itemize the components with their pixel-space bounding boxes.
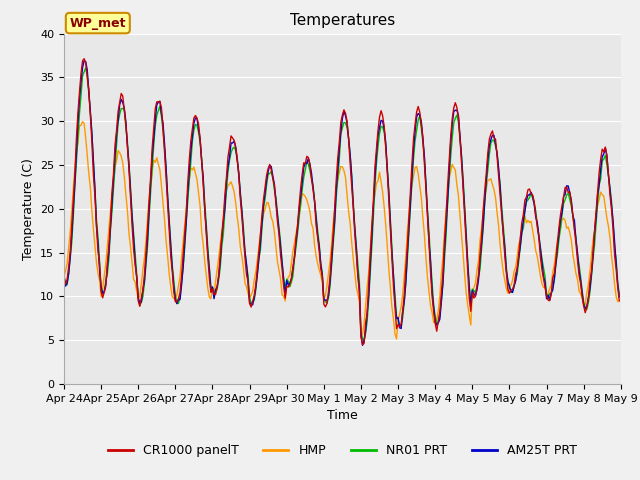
- CR1000 panelT: [616, 298, 623, 303]
- CR1000 panelT: [588, 269, 595, 275]
- HMP: [130, 276, 138, 282]
- NR01 PRT: [130, 231, 138, 237]
- Text: WP_met: WP_met: [70, 17, 126, 30]
- AM25T PRT: [358, 342, 366, 348]
- Title: Temperatures: Temperatures: [290, 13, 395, 28]
- CR1000 panelT: [227, 133, 235, 139]
- CR1000 panelT: [80, 56, 88, 61]
- AM25T PRT: [130, 235, 138, 241]
- NR01 PRT: [255, 256, 263, 262]
- Y-axis label: Temperature (C): Temperature (C): [22, 158, 35, 260]
- AM25T PRT: [305, 156, 312, 161]
- CR1000 panelT: [246, 301, 253, 307]
- CR1000 panelT: [305, 155, 312, 160]
- Legend: CR1000 panelT, HMP, NR01 PRT, AM25T PRT: CR1000 panelT, HMP, NR01 PRT, AM25T PRT: [102, 439, 582, 462]
- AM25T PRT: [588, 272, 595, 277]
- HMP: [393, 336, 401, 342]
- NR01 PRT: [588, 274, 595, 280]
- NR01 PRT: [60, 275, 68, 280]
- HMP: [255, 245, 263, 251]
- HMP: [588, 253, 595, 259]
- AM25T PRT: [60, 276, 68, 281]
- Line: NR01 PRT: NR01 PRT: [64, 68, 620, 341]
- HMP: [246, 295, 253, 301]
- HMP: [616, 299, 623, 304]
- NR01 PRT: [616, 291, 623, 297]
- Line: AM25T PRT: AM25T PRT: [64, 61, 620, 345]
- HMP: [79, 119, 86, 124]
- X-axis label: Time: Time: [327, 409, 358, 422]
- Line: CR1000 panelT: CR1000 panelT: [64, 59, 620, 345]
- NR01 PRT: [360, 338, 368, 344]
- HMP: [305, 203, 312, 208]
- AM25T PRT: [227, 140, 235, 146]
- AM25T PRT: [80, 58, 88, 64]
- AM25T PRT: [616, 294, 623, 300]
- NR01 PRT: [305, 161, 312, 167]
- Line: HMP: HMP: [64, 121, 620, 339]
- NR01 PRT: [82, 65, 90, 71]
- CR1000 panelT: [358, 342, 366, 348]
- HMP: [227, 179, 235, 185]
- AM25T PRT: [246, 300, 253, 306]
- CR1000 panelT: [130, 246, 138, 252]
- AM25T PRT: [255, 256, 263, 262]
- CR1000 panelT: [255, 249, 263, 255]
- NR01 PRT: [227, 150, 235, 156]
- NR01 PRT: [246, 294, 253, 300]
- CR1000 panelT: [60, 273, 68, 278]
- HMP: [60, 274, 68, 280]
